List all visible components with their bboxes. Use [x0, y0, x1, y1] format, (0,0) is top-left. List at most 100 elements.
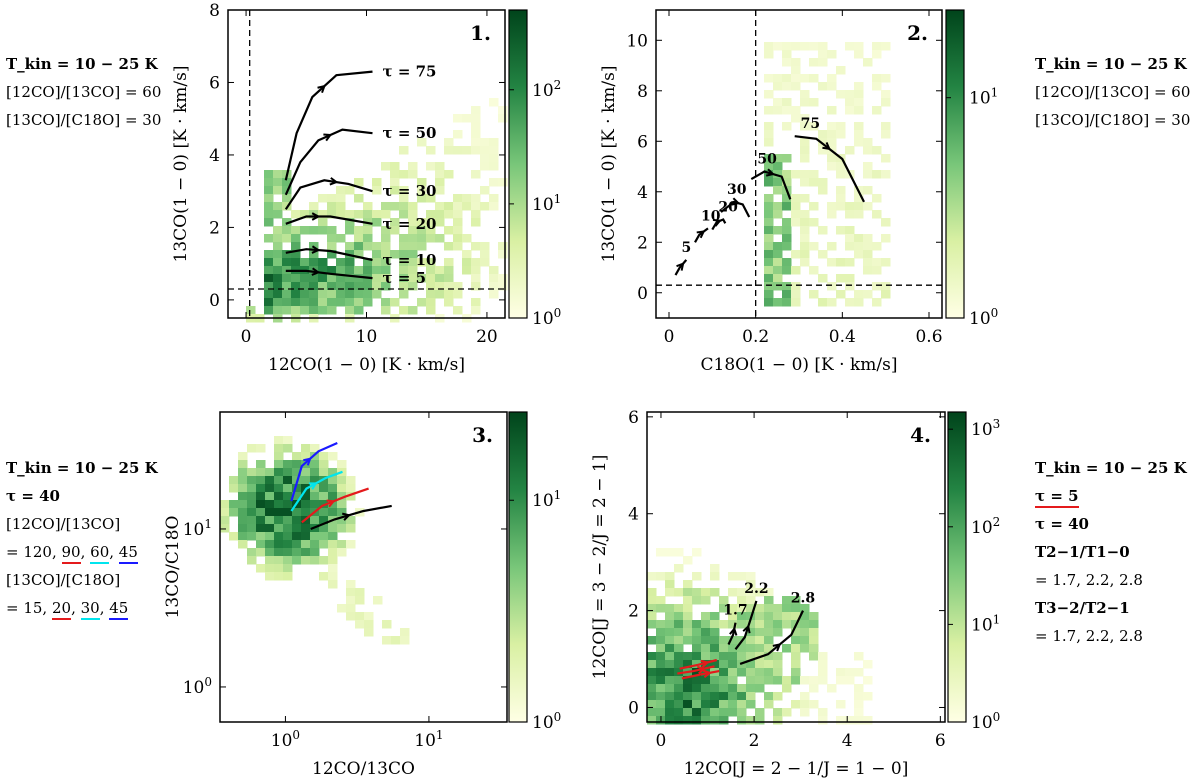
- tick-label: 100: [532, 306, 561, 329]
- heatmap-cell: [489, 274, 499, 283]
- heatmap-cell: [647, 636, 657, 645]
- heatmap-cell: [710, 636, 720, 645]
- heatmap-cell: [800, 226, 810, 235]
- heatmap-cell: [462, 234, 472, 243]
- heatmap-cell: [755, 660, 765, 669]
- heatmap-cell: [381, 298, 391, 307]
- heatmap-cell: [737, 644, 747, 653]
- heatmap-cell: [719, 700, 729, 709]
- heatmap-cell: [674, 676, 684, 685]
- heatmap-cell: [818, 274, 828, 283]
- heatmap-cell: [692, 708, 702, 717]
- heatmap-cell: [872, 146, 882, 155]
- heatmap-cell: [818, 708, 828, 717]
- heatmap-cell: [665, 708, 675, 717]
- heatmap-cell: [264, 234, 274, 243]
- heatmap-cell: [665, 652, 675, 661]
- tick-label: 100: [971, 710, 1000, 733]
- heatmap-cell: [327, 210, 337, 219]
- heatmap-cell: [399, 282, 409, 291]
- heatmap-cell: [791, 676, 801, 685]
- heatmap-cell: [728, 660, 738, 669]
- heatmap-cell: [354, 226, 364, 235]
- track-line: [284, 70, 373, 181]
- heatmap-cell: [791, 58, 801, 67]
- heatmap-cell: [701, 708, 711, 717]
- heatmap-cell: [674, 668, 684, 677]
- heatmap-cell: [444, 226, 454, 235]
- heatmap-cell: [782, 708, 792, 717]
- heatmap-cell: [665, 588, 675, 597]
- heatmap-cell: [471, 202, 481, 211]
- track-label: 50: [757, 152, 777, 168]
- heatmap-cell: [283, 516, 293, 525]
- heatmap-cell: [872, 282, 882, 291]
- heatmap-cell: [364, 628, 374, 637]
- heatmap-cell: [318, 194, 328, 203]
- heatmap-cell: [354, 234, 364, 243]
- heatmap-cell: [764, 282, 774, 291]
- heatmap-cell: [701, 716, 711, 725]
- heatmap-cell: [408, 242, 418, 251]
- heatmap-cell: [346, 484, 356, 493]
- heatmap-cell: [336, 258, 346, 267]
- heatmap-cell: [363, 298, 373, 307]
- tick-label: 0: [209, 291, 220, 311]
- heatmap-cell: [773, 282, 783, 291]
- heatmap-cell: [238, 516, 248, 525]
- heatmap-cell: [773, 226, 783, 235]
- heatmap-cell: [238, 452, 248, 461]
- tick-label: 103: [971, 417, 1000, 440]
- heatmap-cell: [426, 210, 436, 219]
- heatmap-cell: [408, 266, 418, 275]
- heatmap-cell: [471, 242, 481, 251]
- heatmap-cell: [764, 700, 774, 709]
- heatmap-cell: [292, 452, 302, 461]
- heatmap-cell: [283, 468, 293, 477]
- heatmap-cell: [408, 170, 418, 179]
- heatmap-cell: [647, 692, 657, 701]
- tick-label: 0: [241, 327, 252, 347]
- heatmap-cell: [328, 556, 338, 565]
- heatmap-cell: [310, 460, 320, 469]
- heatmap-cell: [782, 620, 792, 629]
- heatmap-cell: [773, 210, 783, 219]
- heatmap-cell: [656, 620, 666, 629]
- heatmap-cell: [238, 484, 248, 493]
- track-arrow: [696, 230, 706, 239]
- heatmap-cell: [327, 282, 337, 291]
- heatmap-cell: [319, 484, 329, 493]
- heatmap-cell: [264, 266, 274, 275]
- heatmap-cell: [256, 444, 266, 453]
- panel-label: 1.: [470, 21, 491, 45]
- heatmap-cell: [818, 660, 828, 669]
- track-line: [681, 670, 720, 680]
- heatmap-cell: [701, 676, 711, 685]
- heatmap-cell: [863, 266, 873, 275]
- heatmap-cell: [381, 162, 391, 171]
- tick-label: 4: [637, 183, 648, 203]
- heatmap-cell: [318, 282, 328, 291]
- heatmap-cell: [710, 588, 720, 597]
- heatmap-cell: [818, 58, 828, 67]
- heatmap-cell: [247, 516, 257, 525]
- heatmap-cell: [863, 146, 873, 155]
- heatmap-cell: [426, 266, 436, 275]
- heatmap-cell: [665, 692, 675, 701]
- panel-label: 2.: [907, 21, 928, 45]
- heatmap-cell: [800, 692, 810, 701]
- note-tkin: T_kin = 10 − 25 K: [6, 459, 158, 477]
- heatmap-cell: [782, 178, 792, 187]
- heatmap-cell: [309, 274, 319, 283]
- heatmap-cell: [674, 684, 684, 693]
- heatmap-cell: [480, 202, 490, 211]
- heatmap-cell: [872, 82, 882, 91]
- heatmap-cell: [665, 684, 675, 693]
- heatmap-cell: [836, 226, 846, 235]
- heatmap-cell: [337, 484, 347, 493]
- heatmap-cell: [791, 194, 801, 203]
- heatmap-cell: [755, 644, 765, 653]
- heatmap-cell: [373, 596, 383, 605]
- heatmap-cell: [782, 290, 792, 299]
